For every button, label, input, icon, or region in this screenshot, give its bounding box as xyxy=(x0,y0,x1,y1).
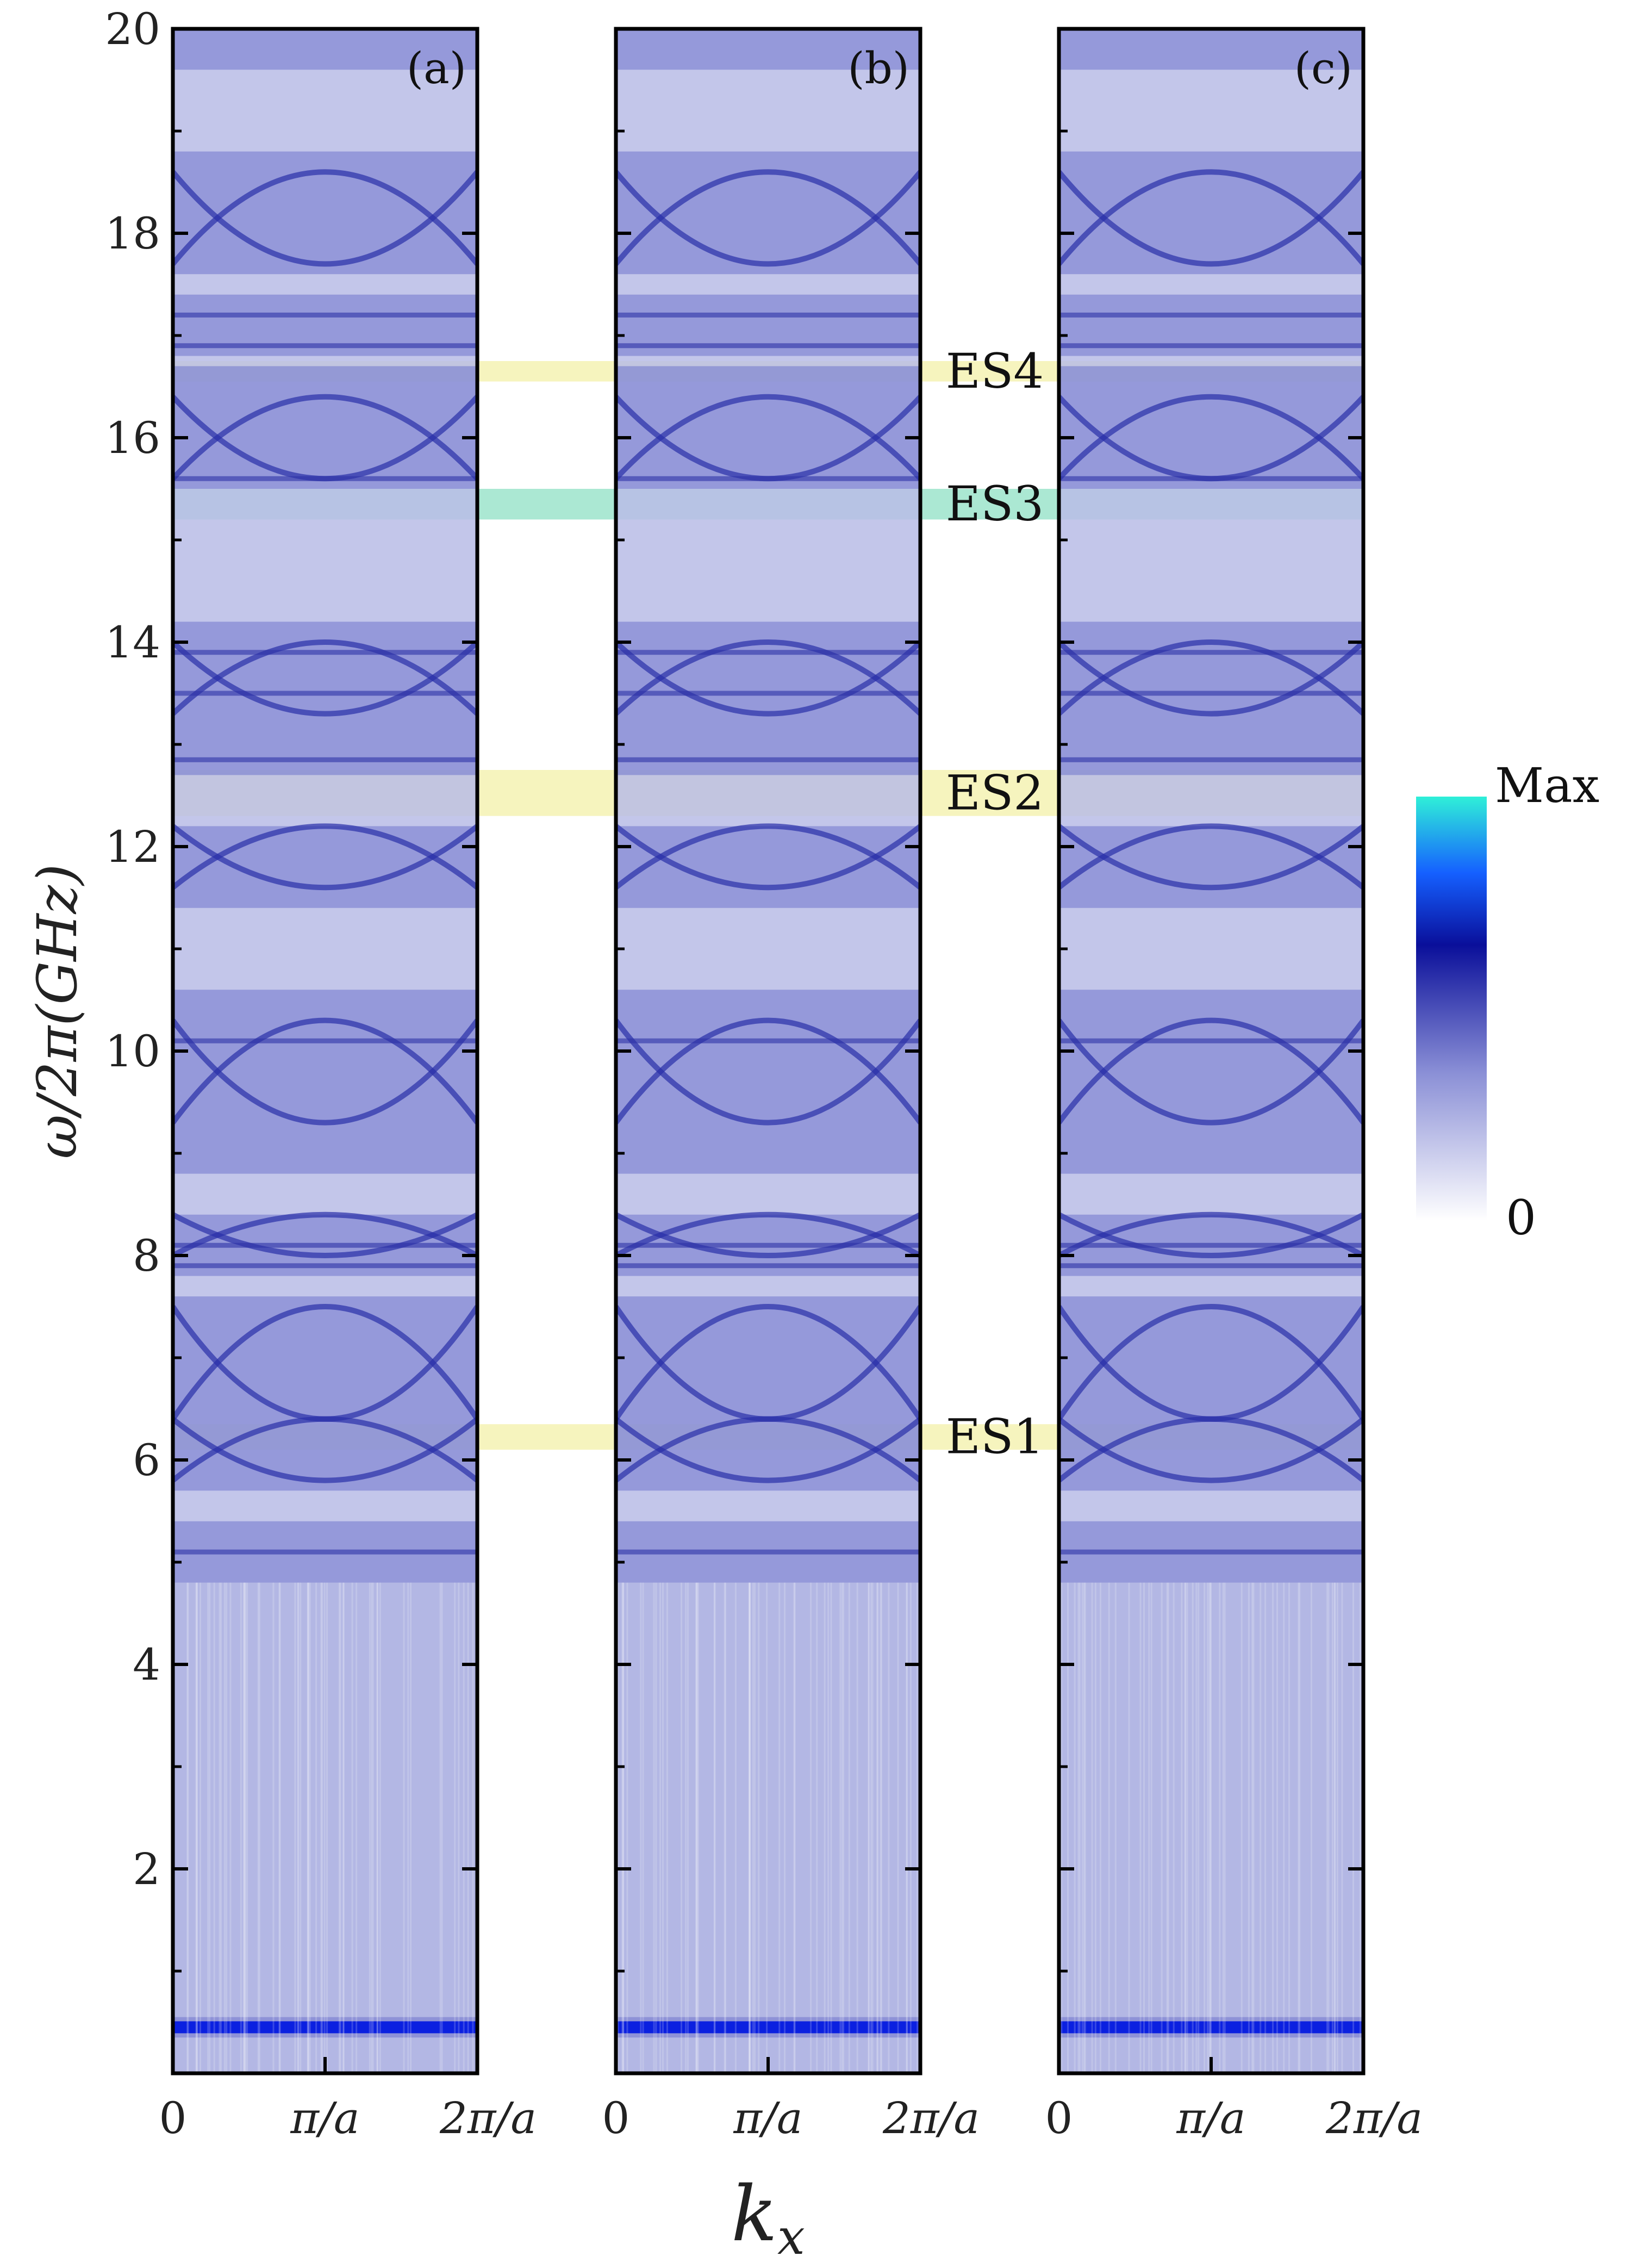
dense-region xyxy=(1059,990,1363,1174)
dispersion-curve-upper xyxy=(173,1305,477,1422)
dispersion-curve-upper xyxy=(173,640,477,717)
y-tick-label: 8 xyxy=(133,1230,160,1281)
band-label-es3: ES3 xyxy=(946,476,1044,532)
y-tick-label: 18 xyxy=(105,208,160,259)
dense-region xyxy=(173,826,477,908)
dense-region xyxy=(1059,366,1363,489)
dense-region xyxy=(173,366,477,489)
x-axis-title-sub: x xyxy=(777,2209,805,2256)
dispersion-curve-upper xyxy=(173,1416,477,1483)
dispersion-curve-upper xyxy=(616,1018,920,1126)
dense-region xyxy=(616,990,920,1174)
dispersion-curve-upper xyxy=(173,1018,477,1126)
y-tick-label: 12 xyxy=(105,822,160,872)
dispersion-curve-upper xyxy=(1059,1305,1363,1422)
x-tick-label: 2π/a xyxy=(1325,2093,1423,2143)
dispersion-curve-upper xyxy=(173,170,477,267)
dense-region xyxy=(173,622,477,775)
dispersion-curve-upper xyxy=(616,1305,920,1422)
dense-region xyxy=(616,366,920,489)
y-tick-label: 10 xyxy=(105,1026,160,1077)
x-tick-label: π/a xyxy=(1176,2093,1245,2143)
dispersion-curve-upper xyxy=(616,1416,920,1483)
dispersion-curve-upper xyxy=(616,170,920,267)
heatmap-panel-c xyxy=(1059,29,1363,2073)
dense-region xyxy=(173,990,477,1174)
colorbar-gradient xyxy=(1416,797,1487,1221)
dense-region xyxy=(173,29,477,70)
x-tick-label: 2π/a xyxy=(439,2093,537,2143)
x-tick-label: π/a xyxy=(733,2093,802,2143)
dispersion-curve-upper xyxy=(616,1212,920,1258)
dispersion-curve-upper xyxy=(616,824,920,891)
x-tick-label: π/a xyxy=(290,2093,359,2143)
band-label-es4: ES4 xyxy=(946,343,1044,399)
colorbar-min-label: 0 xyxy=(1506,1190,1536,1246)
y-tick-label: 16 xyxy=(105,413,160,463)
panel-low-region xyxy=(173,1582,477,2073)
band-label-es1: ES1 xyxy=(946,1409,1044,1465)
heatmap-panels: (a) (b) (c) xyxy=(171,27,1366,2075)
x-axis-title: kx xyxy=(731,2170,805,2256)
dense-region xyxy=(1059,826,1363,908)
x-axis-ticks: 0 π/a 2π/a 0 π/a 2π/a 0 π/a 2π/a xyxy=(159,2057,1423,2143)
panel-low-region xyxy=(616,1582,920,2073)
dispersion-curve-upper xyxy=(1059,170,1363,267)
colorbar-max-label: Max xyxy=(1495,757,1599,813)
x-tick-label: 0 xyxy=(159,2093,187,2143)
heatmap-panel-a xyxy=(173,29,477,2073)
dense-region xyxy=(616,622,920,775)
band-label-es2: ES2 xyxy=(946,765,1044,821)
dispersion-curve-upper xyxy=(173,824,477,891)
x-tick-label: 0 xyxy=(602,2093,630,2143)
panel-label-c: (c) xyxy=(1294,43,1352,94)
dense-region xyxy=(616,29,920,70)
colorbar: Max 0 xyxy=(1416,757,1599,1246)
dispersion-curve-upper xyxy=(1059,1018,1363,1126)
y-tick-label: 20 xyxy=(105,4,160,54)
heatmap-panel-b xyxy=(616,29,920,2073)
y-axis-ticks: 2 4 6 8 10 12 14 16 18 20 xyxy=(105,4,160,1894)
dense-region xyxy=(173,1296,477,1491)
dispersion-curve-upper xyxy=(1059,824,1363,891)
dense-region xyxy=(616,826,920,908)
dispersion-curve-upper xyxy=(1059,1416,1363,1483)
dispersion-curve-upper xyxy=(616,640,920,717)
panel-label-b: (b) xyxy=(847,43,909,94)
y-tick-label: 4 xyxy=(133,1639,160,1690)
y-axis-title: ω/2π(GHz) xyxy=(26,864,89,1159)
dense-region xyxy=(616,1296,920,1491)
y-tick-label: 2 xyxy=(133,1844,160,1894)
dense-region xyxy=(1059,1296,1363,1491)
panel-low-region xyxy=(1059,1582,1363,2073)
panel-label-a: (a) xyxy=(407,43,466,94)
y-tick-label: 14 xyxy=(105,617,160,668)
dense-region xyxy=(1059,29,1363,70)
dispersion-curve-upper xyxy=(1059,1212,1363,1258)
band-labels: ES4 ES3 ES2 ES1 xyxy=(946,343,1044,1465)
dense-region xyxy=(1059,622,1363,775)
x-tick-label: 2π/a xyxy=(882,2093,980,2143)
dispersion-curve-upper xyxy=(173,1212,477,1258)
x-axis-title-main: k xyxy=(731,2170,777,2256)
y-tick-label: 6 xyxy=(133,1435,160,1486)
x-tick-label: 0 xyxy=(1045,2093,1073,2143)
dispersion-curve-upper xyxy=(1059,640,1363,717)
